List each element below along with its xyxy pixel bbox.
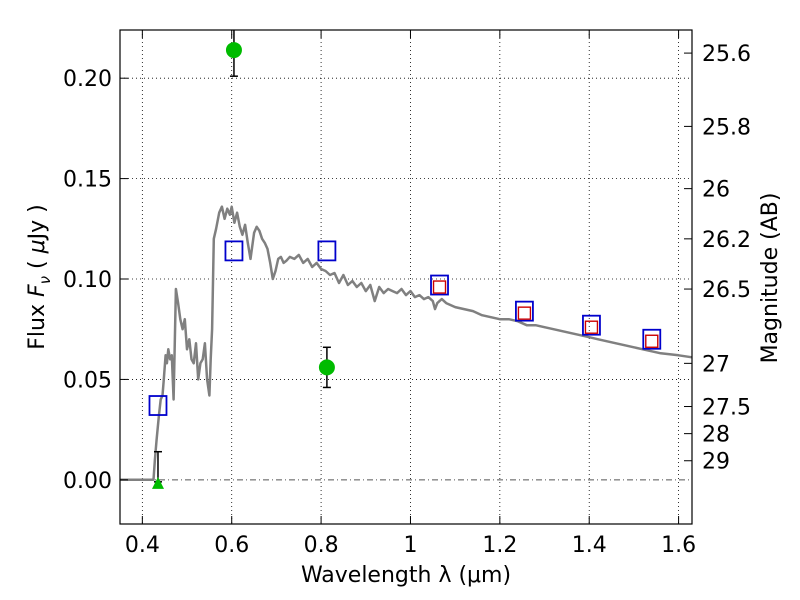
green-data-point <box>318 359 335 376</box>
blue-model-point <box>317 240 337 262</box>
y-tick-label: 0.15 <box>63 168 112 193</box>
y-label-F: F <box>25 284 50 297</box>
blue-model-point <box>224 240 244 262</box>
x-tick-label: 1.4 <box>572 533 607 558</box>
y2-tick-label: 26.2 <box>702 228 751 253</box>
y2-tick-label: 25.8 <box>702 115 751 140</box>
y-axis-ticks: 0.00 0.05 0.10 0.15 0.20 <box>63 67 128 494</box>
x-tick-label: 0.6 <box>214 533 249 558</box>
y2-tick-label: 29 <box>702 450 730 475</box>
y-label-flux: Flux <box>25 297 50 350</box>
y2-tick-label: 27.5 <box>702 396 751 421</box>
green-data-point <box>225 42 242 59</box>
x-axis-ticks: 0.4 0.6 0.8 1 1.2 1.4 1.6 <box>125 30 696 558</box>
x-tick-label: 1.6 <box>661 533 696 558</box>
y-label-unit: Jy ) <box>25 204 50 241</box>
y-label-open: ( <box>25 253 50 276</box>
markers-group <box>148 30 662 489</box>
red-observed-point <box>645 334 659 348</box>
y2-tick-label: 28 <box>702 423 730 448</box>
blue-model-point <box>515 300 534 322</box>
upper-limit-triangle <box>151 476 164 489</box>
y-tick-label: 0.20 <box>63 67 112 92</box>
model-line-group <box>120 205 693 482</box>
x-tick-label: 0.8 <box>304 533 339 558</box>
x-tick-label: 1.2 <box>482 533 517 558</box>
x-axis-label: Wavelength λ (μm) <box>301 563 511 588</box>
y-tick-label: 0.10 <box>63 268 112 293</box>
y2-tick-label: 26 <box>702 178 730 203</box>
y-axis-label: Flux Fν ( μJy ) <box>25 204 54 349</box>
x-tick-label: 1 <box>403 533 417 558</box>
blue-model-point <box>430 274 449 296</box>
model-sed-line <box>120 205 693 482</box>
red-observed-point <box>517 306 532 320</box>
y-tick-label: 0.00 <box>63 469 112 494</box>
blue-model-point <box>148 395 168 416</box>
y-label-nu: ν <box>36 276 54 284</box>
grid-lines <box>120 30 692 524</box>
plot-frame <box>119 29 693 525</box>
y-label-mu: μ <box>25 239 50 254</box>
y2-axis-label: Magnitude (AB) <box>758 193 783 364</box>
y-tick-label: 0.05 <box>63 368 112 393</box>
y2-tick-label: 27 <box>702 352 730 377</box>
red-observed-point <box>432 280 447 294</box>
red-observed-point <box>584 320 599 334</box>
plot-background <box>120 30 692 524</box>
x-tick-label: 0.4 <box>125 533 160 558</box>
y2-tick-label: 25.6 <box>702 42 751 67</box>
y2-tick-label: 26.5 <box>702 278 751 303</box>
blue-model-point <box>582 314 601 336</box>
blue-model-point <box>642 328 662 350</box>
